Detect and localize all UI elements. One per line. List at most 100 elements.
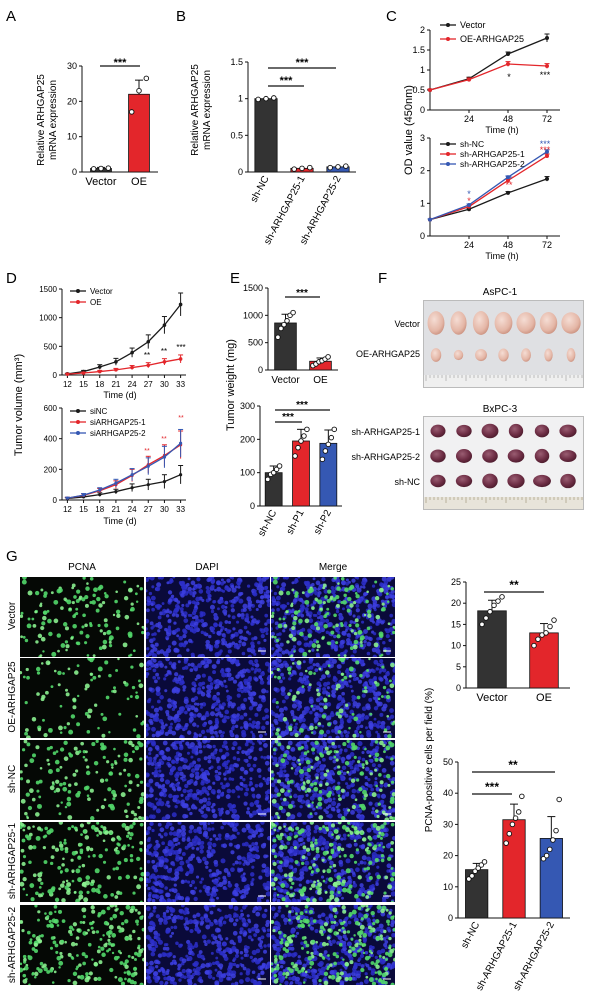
nucleus-dot: [280, 672, 285, 677]
nucleus-dot: [176, 680, 180, 684]
pcna-dot: [297, 609, 301, 613]
pcna-dot: [323, 772, 328, 777]
nucleus-dot: [219, 818, 223, 820]
panel-g-bottom-point: [547, 846, 553, 853]
pcna-dot: [21, 579, 27, 585]
nucleus-dot: [234, 585, 238, 589]
nucleus-dot: [164, 689, 168, 693]
nucleus-dot: [182, 788, 187, 794]
nucleus-dot: [154, 762, 159, 767]
pcna-dot: [315, 805, 319, 809]
nucleus-dot: [158, 862, 164, 868]
nucleus-dot: [216, 872, 220, 876]
nucleus-dot: [323, 589, 329, 594]
pcna-dot: [85, 875, 91, 880]
pcna-dot: [378, 631, 384, 637]
nucleus-dot: [210, 898, 215, 902]
nucleus-dot: [152, 637, 156, 641]
nucleus-dot: [248, 844, 252, 849]
pcna-dot: [97, 666, 103, 672]
pcna-dot: [136, 884, 142, 890]
nucleus-dot: [341, 795, 346, 799]
panel-c-top-point: [506, 52, 510, 56]
pcna-dot: [48, 631, 53, 637]
pcna-dot: [62, 880, 66, 884]
nucleus-dot: [225, 654, 230, 657]
nucleus-dot: [251, 720, 256, 725]
nucleus-dot: [280, 586, 286, 592]
pcna-dot: [35, 666, 41, 672]
pcna-dot: [363, 686, 367, 690]
nucleus-dot: [325, 653, 331, 657]
panel-a-point: [98, 165, 104, 172]
pcna-dot: [58, 843, 64, 848]
nucleus-dot: [179, 860, 185, 866]
nucleus-dot: [256, 898, 262, 902]
nucleus-dot: [234, 763, 240, 768]
nucleus-dot: [254, 712, 259, 717]
nucleus-dot: [322, 687, 327, 692]
pcna-dot: [59, 841, 63, 845]
nucleus-dot: [321, 674, 326, 680]
pcna-dot: [341, 678, 345, 682]
pcna-dot: [32, 825, 35, 828]
nucleus-dot: [164, 731, 169, 737]
nucleus-dot: [248, 685, 252, 689]
panel-g-top-y-tick-label: 10: [451, 641, 461, 651]
pcna-dot: [355, 660, 360, 665]
pcna-dot: [25, 834, 29, 839]
panel-letter-g: G: [6, 548, 18, 565]
nucleus-dot: [291, 800, 295, 805]
nucleus-dot: [181, 680, 185, 685]
nucleus-dot: [345, 858, 351, 864]
nucleus-dot: [201, 622, 206, 628]
panel-b-ylabel-line1: Relative ARHGAP25: [190, 64, 201, 156]
pcna-dot: [59, 704, 63, 708]
nucleus-dot: [209, 604, 216, 610]
nucleus-dot: [183, 698, 189, 705]
panel-d-bottom-legend-label-2: siARHGAP25-1: [90, 418, 146, 427]
nucleus-dot: [279, 766, 283, 770]
panel-a-point: [105, 165, 112, 171]
pcna-dot: [326, 598, 331, 603]
pcna-dot: [300, 785, 306, 791]
panel-c-top-y-tick-label: 1.5: [412, 45, 425, 55]
nucleus-dot: [177, 841, 181, 845]
nucleus-dot: [167, 763, 172, 768]
nucleus-dot: [232, 627, 236, 631]
nucleus-dot: [209, 682, 214, 686]
pcna-dot: [340, 577, 345, 581]
pcna-dot: [367, 613, 372, 618]
nucleus-dot: [207, 797, 211, 801]
nucleus-dot: [370, 787, 375, 792]
nucleus-dot: [227, 802, 233, 808]
nucleus-dot: [316, 616, 320, 620]
nucleus-dot: [233, 644, 238, 649]
pcna-dot: [139, 757, 143, 761]
nucleus-dot: [281, 603, 287, 609]
nucleus-dot: [372, 722, 378, 727]
nucleus-dot: [179, 771, 184, 776]
nucleus-dot: [297, 863, 301, 867]
pcna-dot: [337, 794, 341, 797]
nucleus-dot: [206, 689, 212, 695]
panel-d-bottom-line-3: [67, 442, 182, 499]
pcna-dot: [282, 617, 286, 621]
nucleus-dot: [189, 811, 193, 816]
nucleus-dot: [278, 850, 283, 855]
nucleus-dot: [325, 717, 330, 721]
bxpc3-tumor: [456, 424, 472, 438]
pcna-dot: [128, 757, 133, 763]
pcna-dot: [41, 621, 46, 626]
pcna-dot: [101, 733, 106, 738]
nucleus-dot: [184, 710, 188, 715]
pcna-dot: [66, 722, 71, 726]
pcna-dot: [314, 756, 320, 761]
nucleus-dot: [218, 836, 222, 841]
nucleus-dot: [369, 750, 373, 754]
pcna-dot: [42, 610, 48, 615]
nucleus-dot: [251, 865, 255, 869]
nucleus-dot: [302, 841, 306, 845]
nucleus-dot: [166, 608, 170, 612]
pcna-dot: [316, 692, 321, 697]
